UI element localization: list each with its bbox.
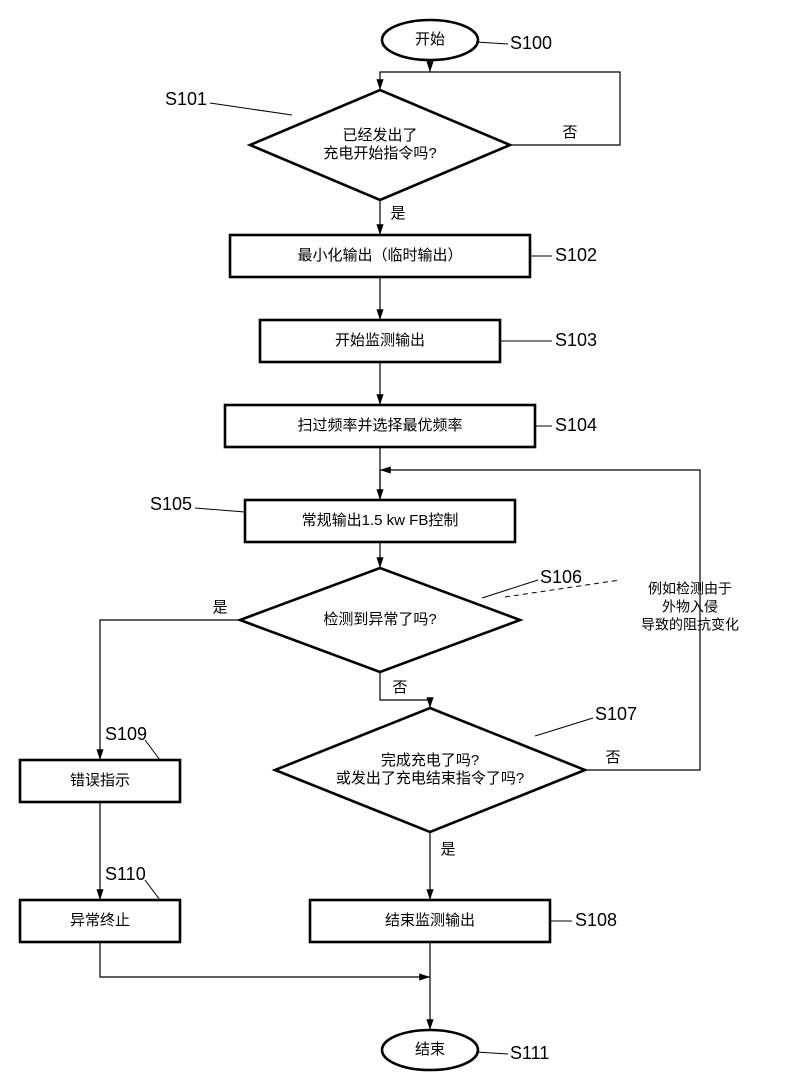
- side-note: 例如检测由于: [648, 581, 732, 597]
- edge-label: 否: [605, 749, 620, 766]
- edge-label: 否: [392, 679, 407, 696]
- side-note: 外物入侵: [662, 599, 718, 615]
- step-label: S107: [595, 704, 637, 724]
- decision-s106-text-0: 检测到异常了吗?: [323, 611, 436, 628]
- step-label: S103: [555, 330, 597, 350]
- decision-s101-text-1: 充电开始指令吗?: [323, 145, 436, 162]
- step-label: S108: [575, 910, 617, 930]
- step-label: S101: [165, 89, 207, 109]
- step-label: S100: [510, 33, 552, 53]
- decision-s107-text-1: 或发出了充电结束指令了吗?: [336, 770, 524, 787]
- process-s109-text: 错误指示: [70, 772, 130, 789]
- step-label: S104: [555, 415, 597, 435]
- step-label: S102: [555, 245, 597, 265]
- process-s105-text: 常规输出1.5 kw FB控制: [302, 512, 459, 529]
- process-s103-text: 开始监测输出: [335, 332, 425, 349]
- terminal-end-text: 结束: [415, 1041, 445, 1058]
- decision-s107-text-0: 完成充电了吗?: [381, 752, 479, 769]
- side-note: 导致的阻抗变化: [641, 617, 739, 633]
- step-label: S105: [150, 494, 192, 514]
- process-s110-text: 异常终止: [70, 912, 130, 929]
- step-label: S106: [540, 567, 582, 587]
- process-s104-text: 扫过频率并选择最优频率: [297, 417, 462, 434]
- edge-label: 否: [562, 124, 577, 141]
- step-label: S111: [510, 1043, 549, 1063]
- decision-s101-text-0: 已经发出了: [342, 127, 417, 144]
- step-label: S109: [105, 724, 147, 744]
- edge-label: 是: [390, 205, 405, 222]
- edge-label: 是: [440, 841, 455, 858]
- process-s108-text: 结束监测输出: [385, 912, 475, 929]
- terminal-start-text: 开始: [415, 31, 445, 48]
- process-s102-text: 最小化输出（临时输出）: [297, 247, 462, 264]
- edge-label: 是: [212, 599, 227, 616]
- step-label: S110: [105, 864, 146, 884]
